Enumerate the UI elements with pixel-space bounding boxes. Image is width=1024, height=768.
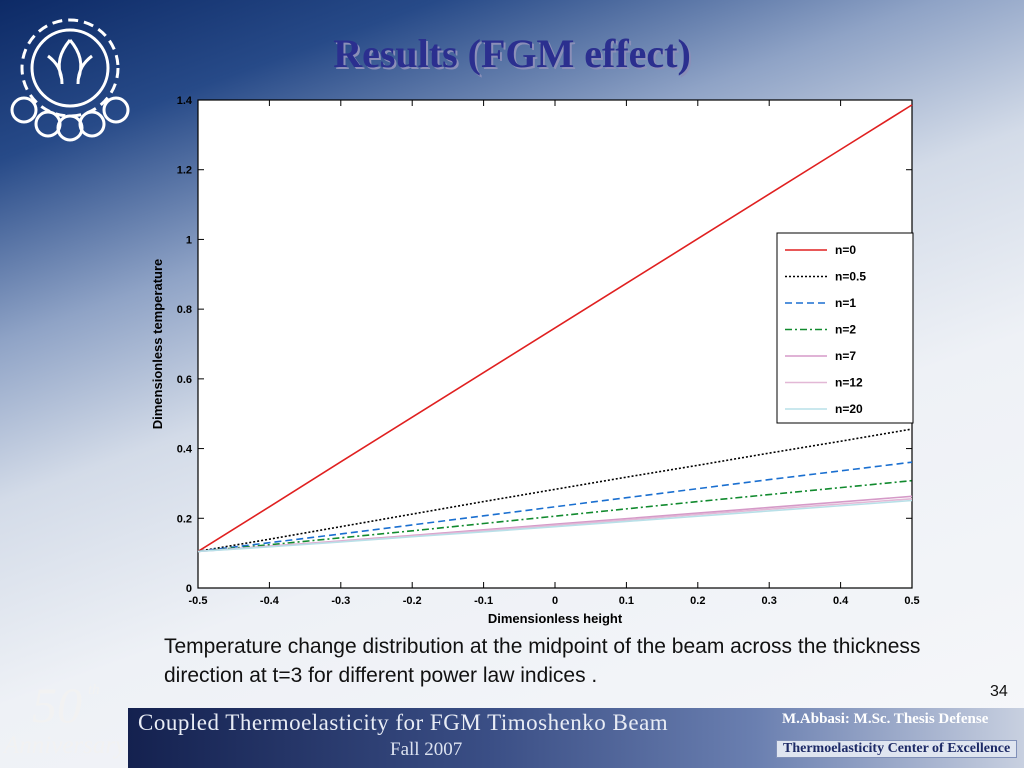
series-line-n=1	[197, 461, 913, 553]
series-line-n=0	[197, 104, 913, 553]
legend-label: n=0	[835, 243, 856, 257]
x-tick-label: 0.3	[762, 595, 777, 607]
x-tick-label: -0.2	[403, 595, 422, 607]
x-tick-label: -0.5	[189, 595, 208, 607]
x-tick-label: 0.2	[690, 595, 705, 607]
y-tick-label: 0.8	[177, 304, 192, 316]
legend-box	[776, 232, 914, 424]
line-chart: -0.5 -0.4 -0.3 -0.2 -0.1 0 0.1 0.2 0.3 0.4 0.5 0 0.2…	[150, 95, 920, 626]
legend-label: n=0.5	[835, 270, 866, 284]
y-tick-label: 1	[186, 234, 192, 246]
page-number: 34	[990, 683, 1008, 700]
legend-label: n=12	[835, 376, 863, 390]
x-tick-label: -0.4	[260, 595, 280, 607]
y-tick-label: 0.4	[177, 444, 193, 456]
y-tick-label: 0.2	[177, 513, 192, 525]
footer-band	[128, 708, 1024, 768]
x-tick-label: 0	[552, 595, 558, 607]
series-line-n=0.5	[197, 428, 913, 553]
x-axis-label: Dimensionless height	[488, 611, 623, 626]
x-tick-label: 0.4	[833, 595, 849, 607]
anniversary-badge: 50 th Anniversary	[2, 678, 134, 766]
footer-author: M.Abbasi: M.Sc. Thesis Defense	[782, 711, 989, 727]
slide-title: Results (FGM effect)	[333, 31, 691, 76]
y-tick-label: 0	[186, 583, 192, 595]
legend-label: n=2	[835, 323, 856, 337]
legend-label: n=1	[835, 296, 856, 310]
x-tick-label: -0.3	[331, 595, 350, 607]
legend-label: n=20	[835, 402, 863, 416]
anniversary-suffix: th	[88, 682, 100, 698]
footer-term: Fall 2007	[390, 739, 463, 760]
footer-center: Thermoelasticity Center of Excellence	[776, 740, 1018, 758]
anniversary-word: Anniversary	[4, 732, 127, 759]
anniversary-number: 50	[32, 677, 82, 733]
x-tick-label: 0.1	[619, 595, 634, 607]
university-gear-logo-icon	[10, 18, 130, 142]
y-tick-label: 1.2	[177, 165, 192, 177]
y-tick-label: 1.4	[177, 95, 193, 107]
x-tick-label: -0.1	[474, 595, 493, 607]
figure-caption: Temperature change distribution at the m…	[164, 635, 921, 687]
series-line-n=20	[197, 499, 913, 553]
legend-label: n=7	[835, 349, 856, 363]
x-tick-label: 0.5	[904, 595, 919, 607]
footer-title: Coupled Thermoelasticity for FGM Timoshe…	[138, 710, 669, 735]
y-axis-label: Dimensionless temperature	[150, 259, 165, 430]
y-tick-label: 0.6	[177, 374, 192, 386]
